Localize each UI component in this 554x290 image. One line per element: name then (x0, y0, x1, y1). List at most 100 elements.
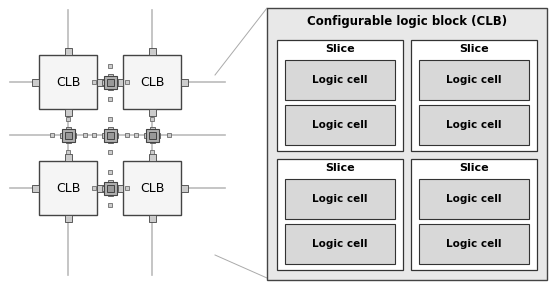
Bar (411, 40, 537, 151)
Bar (91, 133, 95, 137)
Bar (167, 133, 171, 137)
Bar (181, 184, 188, 191)
Bar (104, 75, 116, 88)
Bar (66, 117, 70, 121)
Bar (107, 74, 112, 82)
Bar (64, 48, 71, 55)
Bar (39, 55, 97, 109)
Bar (64, 109, 71, 116)
Bar (144, 133, 152, 137)
Bar (116, 184, 123, 191)
Bar (116, 79, 123, 86)
Bar (108, 150, 112, 153)
Bar (104, 128, 116, 142)
Bar (91, 186, 95, 190)
Text: Logic cell: Logic cell (447, 194, 502, 204)
Bar (125, 80, 129, 84)
Bar (61, 128, 74, 142)
Bar (419, 180, 529, 220)
Bar (285, 224, 395, 264)
Bar (65, 127, 70, 135)
Bar (411, 159, 537, 270)
Bar (83, 133, 86, 137)
Bar (106, 184, 114, 191)
Bar (106, 131, 114, 139)
Bar (148, 131, 156, 139)
Bar (150, 117, 154, 121)
Bar (150, 150, 154, 153)
Text: CLB: CLB (140, 182, 164, 195)
Bar (107, 180, 112, 188)
Bar (106, 79, 114, 86)
Bar (110, 79, 118, 84)
Bar (277, 159, 403, 270)
Bar (108, 64, 112, 68)
Bar (102, 133, 110, 137)
Bar (419, 105, 529, 145)
Bar (107, 135, 112, 143)
Bar (107, 127, 112, 135)
Text: Slice: Slice (325, 163, 355, 173)
Bar (65, 135, 70, 143)
Text: Slice: Slice (459, 44, 489, 54)
Bar (134, 133, 137, 137)
Text: Logic cell: Logic cell (312, 120, 368, 130)
Text: Slice: Slice (325, 44, 355, 54)
Bar (267, 8, 547, 280)
Bar (125, 186, 129, 190)
Bar (148, 109, 156, 116)
Bar (32, 184, 39, 191)
Text: Logic cell: Logic cell (312, 75, 368, 85)
Bar (91, 80, 95, 84)
Bar (419, 60, 529, 100)
Bar (66, 150, 70, 153)
Bar (150, 135, 155, 143)
Bar (150, 127, 155, 135)
Bar (64, 131, 71, 139)
Text: Slice: Slice (459, 163, 489, 173)
Text: Logic cell: Logic cell (312, 240, 368, 249)
Bar (60, 133, 68, 137)
Bar (97, 184, 104, 191)
Text: Logic cell: Logic cell (447, 75, 502, 85)
Bar (39, 161, 97, 215)
Bar (102, 186, 110, 191)
Bar (108, 169, 112, 173)
Bar (148, 48, 156, 55)
Text: Logic cell: Logic cell (447, 240, 502, 249)
Bar (419, 224, 529, 264)
Bar (32, 79, 39, 86)
Text: CLB: CLB (56, 75, 80, 88)
Bar (125, 133, 129, 137)
Bar (110, 186, 118, 191)
Text: CLB: CLB (56, 182, 80, 195)
Bar (277, 40, 403, 151)
Bar (107, 82, 112, 90)
Bar (108, 117, 112, 121)
Bar (108, 97, 112, 101)
Bar (148, 154, 156, 161)
Bar (68, 133, 76, 137)
Bar (97, 79, 104, 86)
Bar (102, 79, 110, 84)
Bar (110, 133, 118, 137)
Bar (148, 215, 156, 222)
Text: Configurable logic block (CLB): Configurable logic block (CLB) (307, 15, 507, 28)
Bar (108, 202, 112, 206)
Bar (123, 161, 181, 215)
Bar (285, 105, 395, 145)
Text: Logic cell: Logic cell (312, 194, 368, 204)
Bar (104, 182, 116, 195)
Bar (146, 128, 158, 142)
Bar (181, 79, 188, 86)
Bar (64, 215, 71, 222)
Bar (64, 154, 71, 161)
Text: Logic cell: Logic cell (447, 120, 502, 130)
Text: CLB: CLB (140, 75, 164, 88)
Bar (123, 55, 181, 109)
Bar (49, 133, 54, 137)
Bar (152, 133, 160, 137)
Bar (285, 60, 395, 100)
Bar (285, 180, 395, 220)
Bar (107, 188, 112, 196)
